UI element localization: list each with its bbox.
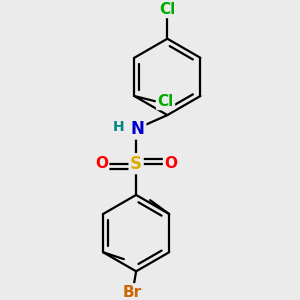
Text: O: O bbox=[164, 156, 177, 171]
Text: O: O bbox=[95, 156, 108, 171]
Text: Cl: Cl bbox=[159, 2, 176, 17]
Text: Cl: Cl bbox=[158, 94, 174, 109]
Text: H: H bbox=[113, 120, 124, 134]
Text: N: N bbox=[131, 120, 145, 138]
Text: S: S bbox=[130, 155, 142, 173]
Text: Br: Br bbox=[123, 285, 142, 300]
